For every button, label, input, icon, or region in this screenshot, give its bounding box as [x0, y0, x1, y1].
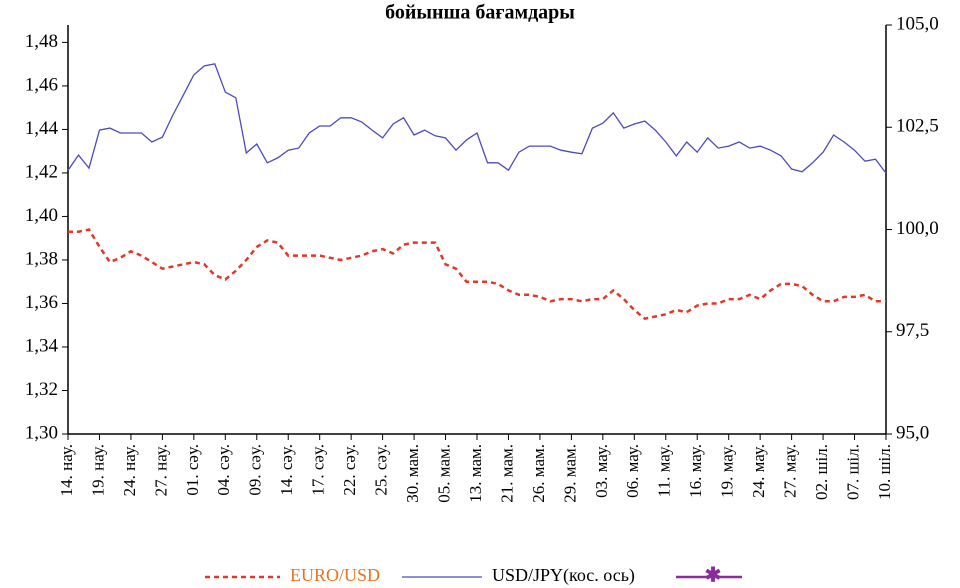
y-tick-label: 1,44 — [25, 118, 59, 139]
x-tick-label: 10. шіл. — [875, 444, 894, 500]
x-tick-label: 03. мау. — [592, 444, 611, 498]
x-tick-label: 27. нау. — [151, 444, 170, 496]
y-tick-label: 1,48 — [25, 31, 58, 52]
y2-tick-label: 105,0 — [896, 13, 939, 34]
x-tick-label: 29. мам. — [560, 444, 579, 503]
y-tick-label: 1,36 — [25, 292, 58, 313]
x-tick-label: 24. нау. — [120, 444, 139, 496]
y-tick-label: 1,32 — [25, 379, 58, 400]
x-tick-label: 25. сәу. — [372, 444, 391, 496]
legend-label: USD/JPY(кос. ось) — [492, 565, 635, 586]
x-tick-label: 26. мам. — [529, 444, 548, 503]
x-tick-label: 04. сәу. — [214, 444, 233, 496]
y2-tick-label: 97,5 — [896, 320, 929, 341]
y2-tick-label: 95,0 — [896, 422, 929, 443]
x-tick-label: 09. сәу. — [246, 444, 265, 496]
x-tick-label: 19. мау. — [718, 444, 737, 498]
x-tick-label: 14. нау. — [57, 444, 76, 496]
chart-title: бойынша бағамдары — [385, 2, 575, 24]
x-tick-label: 27. мау. — [781, 444, 800, 498]
y-tick-label: 1,40 — [25, 205, 58, 226]
x-tick-label: 16. мау. — [686, 444, 705, 498]
legend-label: EURO/USD — [290, 565, 380, 585]
x-tick-label: 14. сәу. — [277, 444, 296, 496]
series-line — [68, 228, 886, 321]
y-tick-label: 1,42 — [25, 161, 58, 182]
x-tick-label: 24. мау. — [749, 444, 768, 498]
y-tick-label: 1,30 — [25, 422, 58, 443]
x-tick-label: 06. мау. — [623, 444, 642, 498]
x-tick-label: 13. мам. — [466, 444, 485, 503]
y-tick-label: 1,38 — [25, 248, 58, 269]
y-tick-label: 1,34 — [25, 335, 59, 356]
y2-tick-label: 100,0 — [896, 218, 939, 239]
x-tick-label: 17. сәу. — [309, 444, 328, 496]
legend-extra: ✱ — [676, 565, 742, 587]
x-tick-label: 22. сәу. — [340, 444, 359, 496]
series-line — [67, 63, 887, 174]
x-tick-label: 19. нау. — [88, 444, 107, 496]
svg-text:✱: ✱ — [705, 565, 722, 587]
x-tick-label: 05. мам. — [434, 444, 453, 503]
y2-tick-label: 102,5 — [896, 116, 939, 137]
x-tick-label: 30. мам. — [403, 444, 422, 503]
x-tick-label: 01. сәу. — [183, 444, 202, 496]
x-tick-label: 21. мам. — [497, 444, 516, 503]
y-tick-label: 1,46 — [25, 74, 58, 95]
x-tick-label: 11. мау. — [655, 444, 674, 497]
x-tick-label: 07. шіл. — [843, 444, 862, 500]
x-tick-label: 02. шіл. — [812, 444, 831, 500]
